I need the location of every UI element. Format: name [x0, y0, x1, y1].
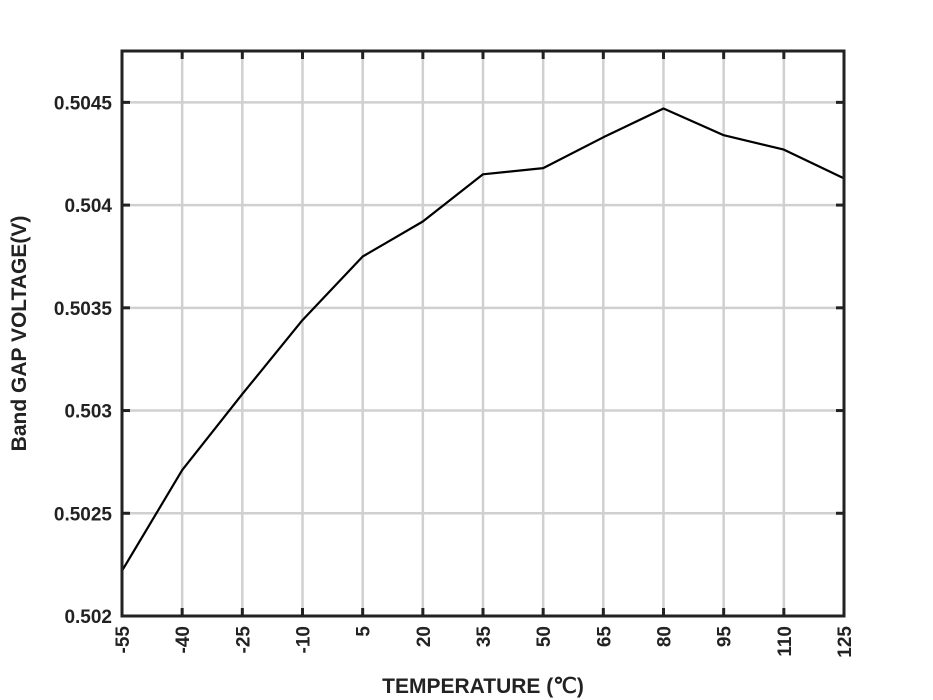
y-tick-label: 0.504	[64, 196, 112, 217]
x-tick-label: -25	[233, 626, 254, 654]
x-axis-title: TEMPERATURE (℃)	[382, 675, 584, 698]
x-tick-labels: -55 -40 -25 -10 5 20 35 50 65 80 95 110 125	[113, 626, 856, 658]
y-tick-label: 0.5035	[54, 299, 113, 320]
y-tick-label: 0.502	[64, 607, 112, 628]
x-tick-label: -10	[294, 626, 315, 653]
x-tick-label: 65	[594, 626, 615, 648]
x-tick-label: 110	[775, 626, 796, 657]
x-tick-label: -40	[173, 626, 194, 653]
x-tick-label: 35	[474, 626, 495, 648]
y-tick-label: 0.5025	[54, 504, 113, 525]
tick-marks	[120, 51, 846, 618]
grid-lines	[120, 51, 846, 618]
x-tick-label: 5	[354, 626, 375, 637]
x-tick-label: 20	[414, 626, 435, 647]
x-tick-label: -55	[113, 626, 134, 654]
x-tick-label: 95	[715, 626, 736, 648]
series-layer	[121, 107, 845, 572]
y-tick-labels: 0.502 0.5025 0.503 0.5035 0.504 0.5045	[54, 93, 113, 628]
y-axis-title: Band GAP VOLTAGE(V)	[8, 216, 31, 452]
y-tick-label: 0.5045	[54, 93, 113, 114]
x-tick-label: 125	[835, 626, 856, 658]
y-tick-label: 0.503	[64, 402, 112, 423]
x-tick-label: 80	[655, 626, 676, 647]
x-tick-label: 50	[534, 626, 555, 647]
series-line	[121, 107, 845, 572]
